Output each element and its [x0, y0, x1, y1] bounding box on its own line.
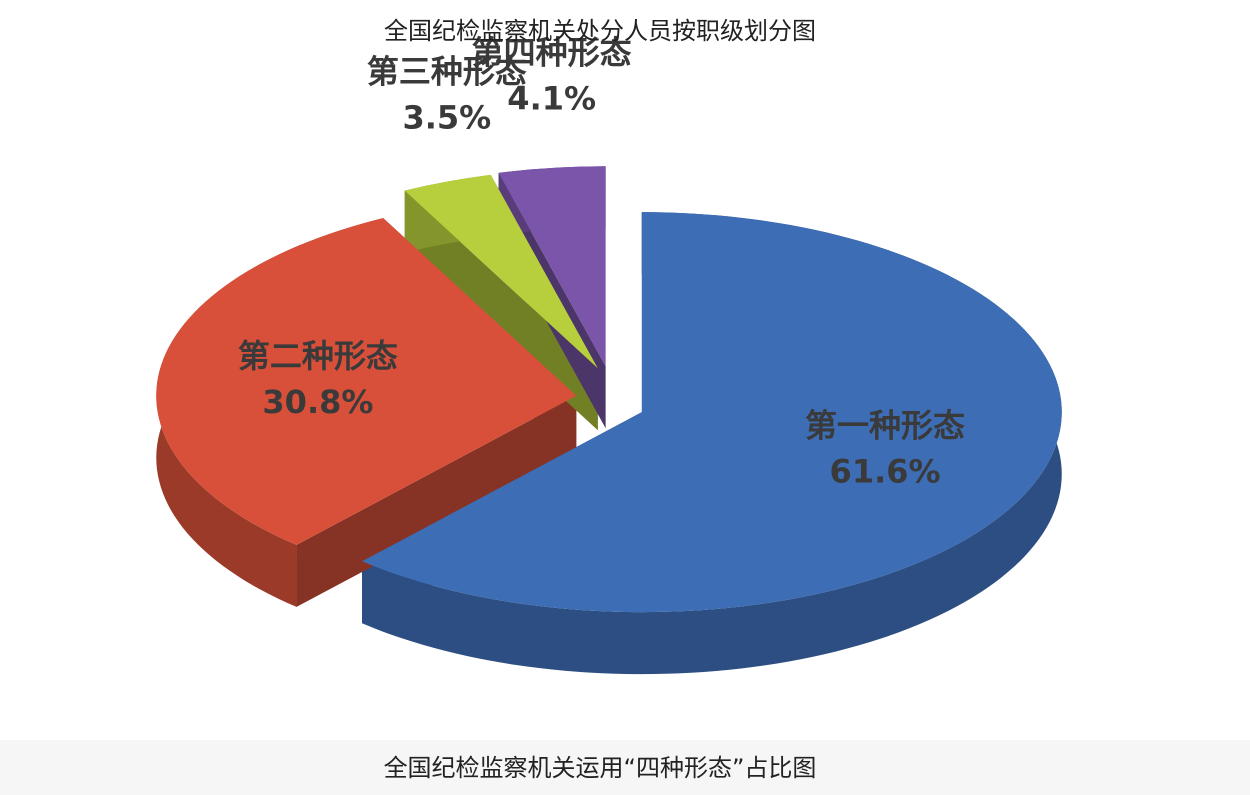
- pie-slice: [362, 212, 1062, 613]
- pie-slice: [404, 174, 598, 369]
- pie-tops: [156, 166, 1062, 613]
- pie-slice: [498, 166, 606, 367]
- slice-value-label: 4.1%: [507, 80, 596, 118]
- caption-band: [0, 740, 1250, 795]
- pie-labels: 第一种形态 61.6% 第二种形态 30.8% 第三种形态 3.5% 第四种形态 4.1%: [238, 34, 965, 491]
- slice-label: 第四种形态: [472, 34, 632, 72]
- pie-slice: [156, 218, 577, 545]
- slice-side: [362, 212, 1062, 675]
- slice-label: 第一种形态: [805, 406, 965, 444]
- slice-label: 第三种形态: [367, 53, 527, 91]
- slice-wall: [404, 190, 598, 431]
- chart-caption: 全国纪检监察机关运用“四种形态”占比图: [384, 754, 817, 782]
- slice-value-label: 61.6%: [830, 452, 941, 490]
- slice-wall: [296, 395, 577, 607]
- slice-value-label: 3.5%: [402, 99, 491, 137]
- chart-title: 全国纪检监察机关处分人员按职级划分图: [384, 17, 816, 45]
- slice-value-label: 30.8%: [262, 383, 373, 421]
- slice-label: 第二种形态: [238, 337, 398, 375]
